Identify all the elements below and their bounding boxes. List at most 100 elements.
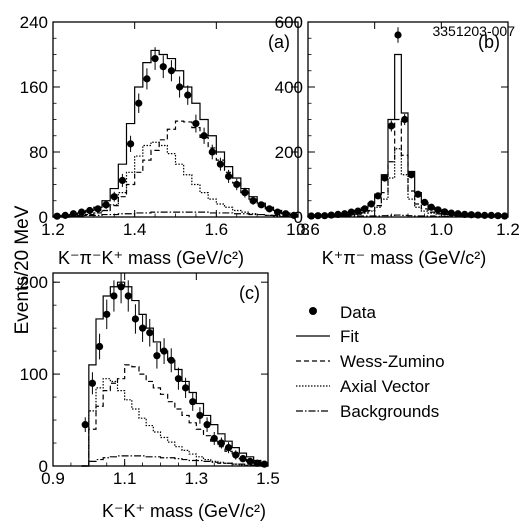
data-point-b [394,31,402,39]
panel-a: 0 80 160 240 1.2 1.4 1.6 1.8 (a) [20,13,310,239]
data-point-c [246,457,254,466]
legend-av-label: Axial Vector [340,377,430,396]
y-tick-label-b: 200 [275,143,303,162]
plot-frame-c [52,272,269,467]
data-point-c [88,379,97,387]
data-point-a [69,210,78,218]
data-point-b [354,207,362,215]
y-tick-label-c: 200 [20,273,48,292]
data-point-a [224,172,233,180]
data-point-a [192,119,200,128]
data-point-a [184,91,192,99]
y-tick-label-a: 240 [20,13,48,32]
data-point-a [216,160,225,168]
x-tick-label-c: 0.9 [41,469,65,488]
y-axis-label: Events/20 MeV [12,205,33,334]
series-backgrounds-a [53,211,298,218]
data-point-c [117,283,125,291]
data-point-c [181,384,190,392]
legend-data-marker [309,307,317,315]
data-point-b [367,200,375,208]
data-point-a [249,197,257,205]
data-point-b [407,171,415,179]
x-axis-label-a: K⁻π⁻K⁺ mass (GeV/c²) [58,248,244,268]
data-point-a [208,148,216,156]
data-point-b [381,174,389,182]
x-tick-label-b: 0.8 [363,220,387,239]
data-point-a [143,75,151,83]
series-backgrounds-c [81,455,268,467]
legend: Data Fit Wess-Zumino Axial Vector Backgr… [296,303,445,421]
data-point-c [95,342,104,351]
data-point-c [217,439,226,447]
data-point-c [260,460,269,468]
data-point-a [94,205,102,213]
data-point-c [224,444,233,452]
data-point-c [103,310,111,318]
panel-label-b: (b) [478,32,500,52]
x-tick-label-a: 1.8 [286,220,310,239]
plot-frame-a [52,21,299,218]
data-point-c [110,292,118,300]
legend-data-label: Data [340,303,376,322]
data-point-a [126,140,135,148]
data-point-a [159,63,167,71]
data-point-a [233,180,241,189]
x-tick-label-c: 1.3 [185,469,209,488]
panel-c: 0 100 200 0.9 1.1 1.3 1.5 (c) [20,272,280,488]
panel-b: 0 200 400 600 0.6 0.8 1.0 1.2 (b) [275,13,520,239]
data-point-a [290,211,298,219]
data-point-c [196,411,204,420]
data-point-c [203,421,211,429]
series-backgrounds-b [307,214,508,218]
x-tick-label-a: 1.4 [123,220,147,239]
y-tick-label-b: 0 [294,208,303,227]
y-tick-label-a: 80 [29,143,48,162]
data-point-a [118,176,127,185]
data-point-a [77,208,86,216]
y-tick-label-c: 100 [20,365,48,384]
legend-bkg-label: Backgrounds [340,402,439,421]
series-fit-b [307,53,508,217]
y-tick-label-c: 0 [39,457,48,476]
data-point-a [241,189,249,197]
panel-label-a: (a) [268,32,290,52]
data-point-a [167,67,176,75]
series-wess-zumino-a [53,120,298,218]
y-tick-label-a: 0 [39,208,48,227]
data-point-b [387,122,395,130]
x-axis-label-c: K⁻K⁺ mass (GeV/c²) [102,501,266,521]
data-point-a [110,193,118,201]
data-point-c [174,375,183,383]
x-axis-label-b: K⁺π⁻ mass (GeV/c²) [322,248,486,268]
x-tick-label-b: 0.6 [296,220,320,239]
series-fit-a [52,49,298,217]
data-point-c [81,421,89,429]
series-axial-vector-a [53,141,298,218]
data-point-a [200,132,208,140]
x-tick-label-b: 1.0 [430,220,454,239]
data-point-c [153,352,161,360]
data-point-b [401,115,409,124]
data-point-c [146,329,154,337]
data-point-a [135,99,143,107]
y-tick-label-a: 160 [20,78,48,97]
legend-wz-label: Wess-Zumino [340,352,445,371]
data-point-a [151,54,159,63]
data-point-a [175,83,184,91]
x-tick-label-a: 1.6 [205,220,229,239]
data-point-a [102,201,110,209]
data-point-a [282,210,290,218]
legend-fit-label: Fit [340,327,359,346]
data-point-b [374,192,382,200]
y-tick-label-b: 400 [275,78,303,97]
series-wess-zumino-c [81,364,268,467]
figure-id: 3351203-007 [432,23,515,39]
data-point-b [361,205,369,213]
data-point-b [414,190,422,198]
data-point-c [189,398,197,406]
panel-label-c: (c) [239,283,260,303]
y-tick-label-b: 600 [275,13,303,32]
x-tick-label-c: 1.5 [256,469,280,488]
